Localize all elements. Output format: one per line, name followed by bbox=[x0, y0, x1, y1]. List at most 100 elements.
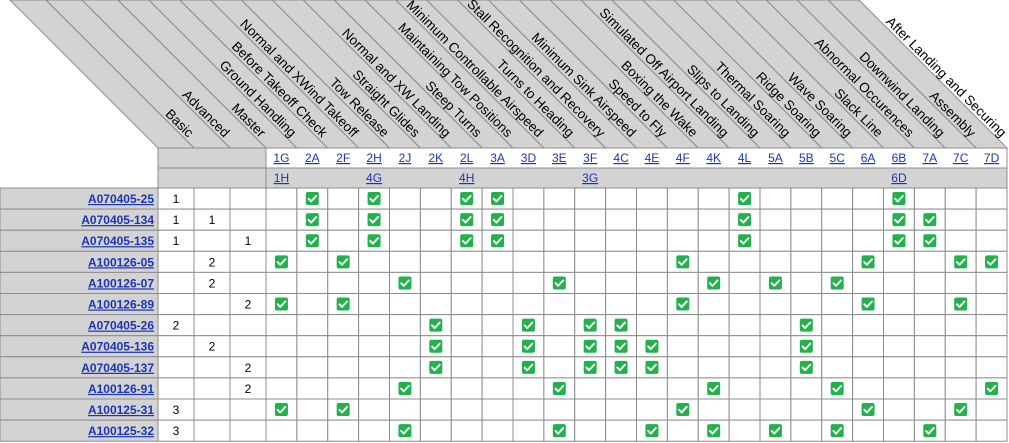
column-code-link[interactable]: 7A bbox=[922, 151, 937, 165]
green-checkbox-icon bbox=[491, 213, 505, 227]
assignment-id-link[interactable]: A070405-136 bbox=[81, 340, 154, 354]
column-code-link[interactable]: 1G bbox=[273, 151, 289, 165]
column-code-link[interactable]: 2J bbox=[399, 151, 412, 165]
assignment-id-link[interactable]: A070405-25 bbox=[88, 192, 154, 206]
green-checkbox-icon bbox=[521, 360, 535, 374]
green-checkbox-icon bbox=[367, 234, 381, 248]
secondary-code-link[interactable]: 6D bbox=[891, 171, 907, 185]
green-checkbox-icon bbox=[614, 318, 628, 332]
green-checkbox-icon bbox=[460, 213, 474, 227]
green-checkbox-icon bbox=[274, 297, 288, 311]
green-checkbox-icon bbox=[799, 360, 813, 374]
table-row: A070405-25 1 bbox=[0, 187, 1008, 210]
table-row: A070405-135 1 1 bbox=[0, 229, 1008, 252]
green-checkbox-icon bbox=[274, 403, 288, 417]
green-checkbox-icon bbox=[491, 234, 505, 248]
assignment-id-link[interactable]: A100125-31 bbox=[88, 403, 154, 417]
table-row: A070405-26 2 bbox=[0, 314, 1008, 337]
green-checkbox-icon bbox=[552, 276, 566, 290]
green-checkbox-icon bbox=[799, 339, 813, 353]
column-code-link[interactable]: 5A bbox=[768, 151, 783, 165]
green-checkbox-icon bbox=[892, 234, 906, 248]
green-checkbox-icon bbox=[954, 403, 968, 417]
column-code-link[interactable]: 5B bbox=[799, 151, 814, 165]
column-code-link[interactable]: 2F bbox=[336, 151, 350, 165]
level-value: 2 bbox=[245, 361, 252, 375]
green-checkbox-icon bbox=[398, 381, 412, 395]
column-code-link[interactable]: 7C bbox=[953, 151, 969, 165]
green-checkbox-icon bbox=[305, 234, 319, 248]
assignment-id-link[interactable]: A100126-89 bbox=[88, 298, 154, 312]
column-code-link[interactable]: 4C bbox=[613, 151, 629, 165]
green-checkbox-icon bbox=[892, 192, 906, 206]
column-code-link[interactable]: 2H bbox=[366, 151, 381, 165]
table-row: A100126-91 2 bbox=[0, 377, 1008, 400]
green-checkbox-icon bbox=[336, 403, 350, 417]
secondary-code-link[interactable]: 1H bbox=[274, 171, 289, 185]
green-checkbox-icon bbox=[923, 213, 937, 227]
assignment-id-link[interactable]: A100126-05 bbox=[88, 255, 154, 269]
green-checkbox-icon bbox=[830, 381, 844, 395]
green-checkbox-icon bbox=[738, 213, 752, 227]
green-checkbox-icon bbox=[460, 234, 474, 248]
column-code-link[interactable]: 7D bbox=[984, 151, 1000, 165]
green-checkbox-icon bbox=[707, 381, 721, 395]
column-code-link[interactable]: 2A bbox=[305, 151, 320, 165]
column-code-link[interactable]: 3E bbox=[552, 151, 567, 165]
secondary-code-link[interactable]: 3G bbox=[582, 171, 598, 185]
column-code-link[interactable]: 2K bbox=[428, 151, 443, 165]
table-row: A100126-89 2 bbox=[0, 293, 1008, 316]
table-row: A070405-136 2 bbox=[0, 335, 1008, 358]
green-checkbox-icon bbox=[367, 192, 381, 206]
green-checkbox-icon bbox=[491, 192, 505, 206]
green-checkbox-icon bbox=[583, 339, 597, 353]
green-checkbox-icon bbox=[799, 318, 813, 332]
secondary-code-link[interactable]: 4G bbox=[366, 171, 382, 185]
assignment-id-link[interactable]: A070405-134 bbox=[81, 213, 154, 227]
column-code-link[interactable]: 4F bbox=[676, 151, 690, 165]
green-checkbox-icon bbox=[336, 297, 350, 311]
level-value: 1 bbox=[209, 213, 216, 227]
green-checkbox-icon bbox=[985, 255, 999, 269]
level-value: 2 bbox=[209, 255, 216, 269]
column-code-link[interactable]: 4E bbox=[645, 151, 660, 165]
column-code-link[interactable]: 4L bbox=[738, 151, 752, 165]
green-checkbox-icon bbox=[861, 403, 875, 417]
green-checkbox-icon bbox=[645, 339, 659, 353]
green-checkbox-icon bbox=[429, 360, 443, 374]
level-value: 3 bbox=[173, 403, 180, 417]
assignment-id-link[interactable]: A100125-32 bbox=[88, 424, 154, 438]
green-checkbox-icon bbox=[707, 276, 721, 290]
green-checkbox-icon bbox=[985, 381, 999, 395]
column-code-link[interactable]: 6A bbox=[861, 151, 876, 165]
column-code-link[interactable]: 2L bbox=[460, 151, 474, 165]
green-checkbox-icon bbox=[676, 403, 690, 417]
level-value: 3 bbox=[173, 424, 180, 438]
column-code-link[interactable]: 3A bbox=[490, 151, 505, 165]
column-code-link[interactable]: 6B bbox=[892, 151, 907, 165]
assignment-id-link[interactable]: A100126-07 bbox=[88, 276, 154, 290]
table-body: A070405-25 1 A070405-134 1 1 A070405-135 1 1 A10… bbox=[0, 187, 1008, 442]
green-checkbox-icon bbox=[645, 360, 659, 374]
column-code-link[interactable]: 4K bbox=[706, 151, 721, 165]
table-row: A100125-31 3 bbox=[0, 398, 1008, 421]
green-checkbox-icon bbox=[861, 297, 875, 311]
green-checkbox-icon bbox=[552, 424, 566, 438]
assignment-id-link[interactable]: A070405-135 bbox=[81, 234, 154, 248]
column-code-link[interactable]: 3D bbox=[521, 151, 537, 165]
assignment-id-link[interactable]: A070405-26 bbox=[88, 319, 154, 333]
green-checkbox-icon bbox=[923, 234, 937, 248]
assignment-id-link[interactable]: A070405-137 bbox=[81, 361, 154, 375]
level-value: 1 bbox=[245, 234, 252, 248]
green-checkbox-icon bbox=[583, 318, 597, 332]
green-checkbox-icon bbox=[552, 381, 566, 395]
green-checkbox-icon bbox=[398, 424, 412, 438]
column-code-link[interactable]: 3F bbox=[583, 151, 597, 165]
secondary-code-link[interactable]: 4H bbox=[459, 171, 474, 185]
column-code-link[interactable]: 5C bbox=[830, 151, 846, 165]
green-checkbox-icon bbox=[614, 360, 628, 374]
assignment-id-link[interactable]: A100126-91 bbox=[88, 382, 154, 396]
green-checkbox-icon bbox=[583, 360, 597, 374]
